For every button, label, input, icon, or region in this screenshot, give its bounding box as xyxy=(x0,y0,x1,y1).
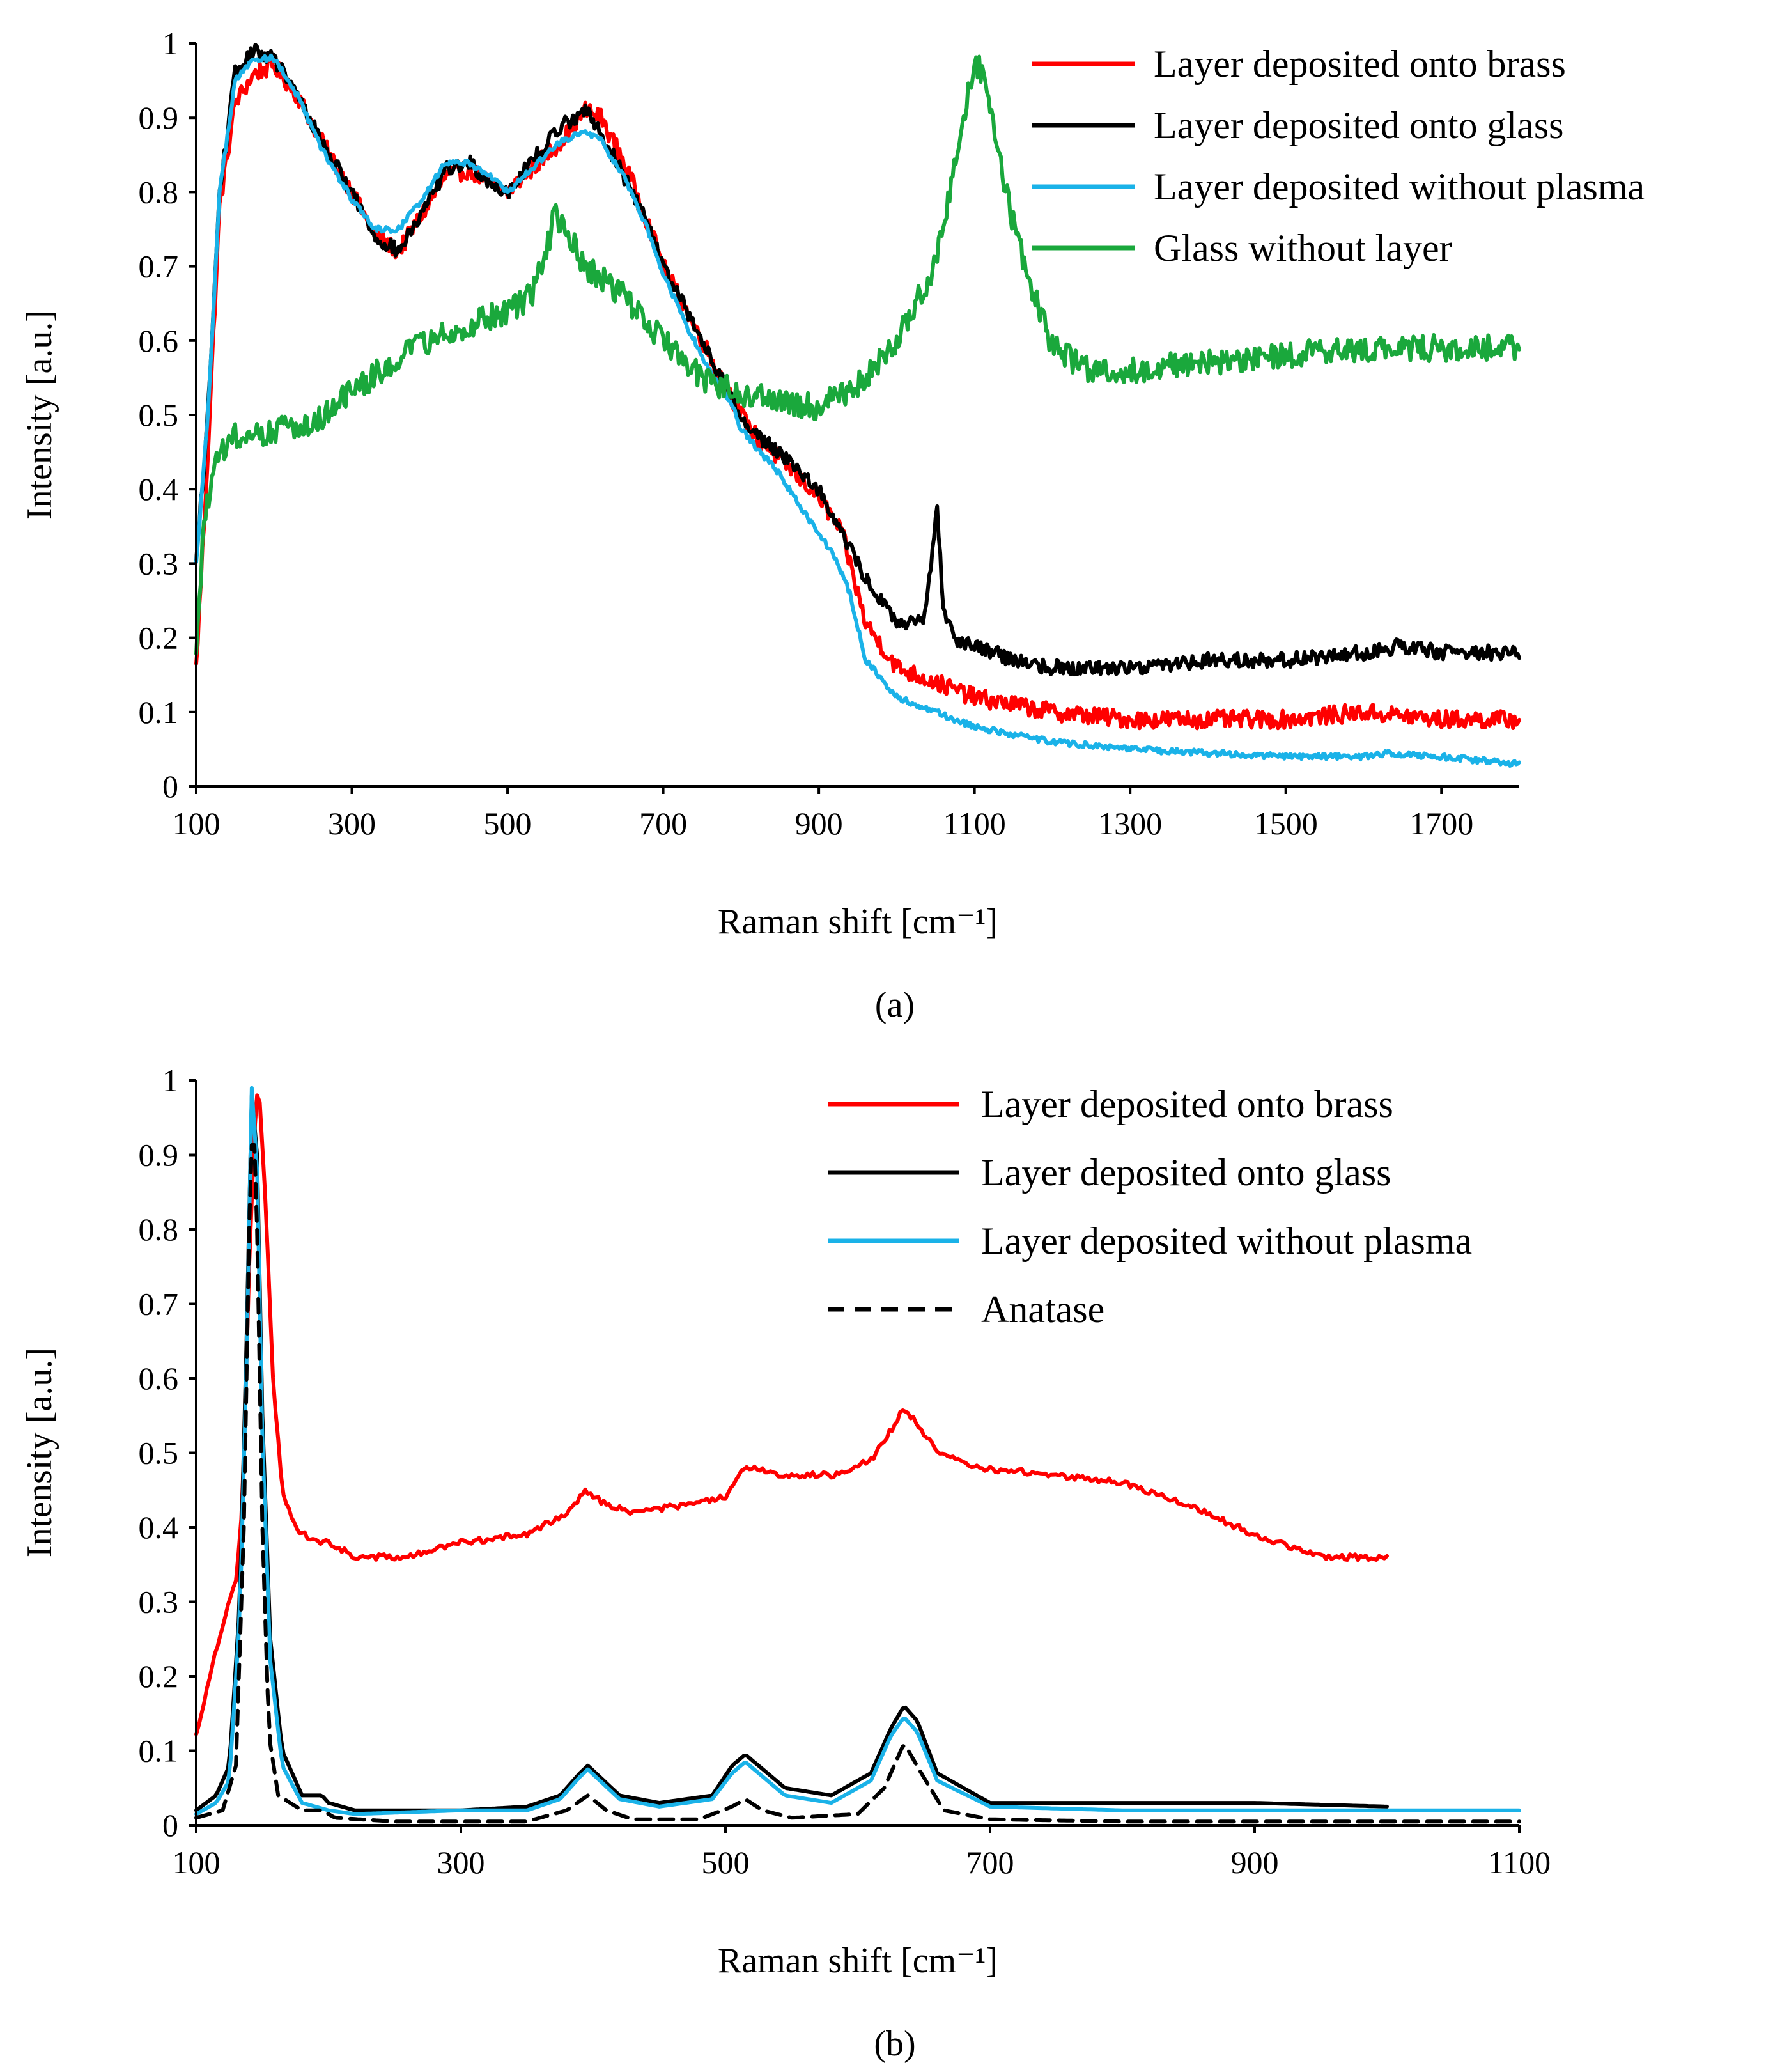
panel-a-y-axis-title: Intensity [a.u.] xyxy=(20,310,59,520)
series-line-anatase xyxy=(194,1143,1521,1824)
series-line-layer-deposited-without-plasma xyxy=(194,1086,1521,1816)
y-tick-label: 0 xyxy=(162,768,178,804)
x-tick-label: 900 xyxy=(795,806,843,841)
x-tick-label: 500 xyxy=(484,806,532,841)
y-tick-label: 0.4 xyxy=(139,471,179,507)
panel-b-legend: Layer deposited onto brass Layer deposite… xyxy=(828,1083,1472,1330)
x-tick-label: 1100 xyxy=(943,806,1006,841)
x-tick-label: 300 xyxy=(328,806,376,841)
y-tick-label: 0.6 xyxy=(139,323,179,359)
y-tick-label: 0.5 xyxy=(139,1435,179,1471)
y-tick-label: 0.1 xyxy=(139,694,179,730)
panel-b-x-axis-title: Raman shift [cm⁻¹] xyxy=(718,1941,998,1981)
y-tick-label: 0.8 xyxy=(139,1211,179,1247)
y-tick-label: 1 xyxy=(162,26,178,61)
x-tick-label: 100 xyxy=(173,806,221,841)
legend-label: Layer deposited onto glass xyxy=(981,1151,1391,1194)
panel-a-legend: Layer deposited onto brass Layer deposite… xyxy=(1032,43,1645,269)
y-tick-label: 0.5 xyxy=(139,397,179,433)
y-tick-label: 0.2 xyxy=(139,1658,179,1694)
panel-a-label: (a) xyxy=(875,985,915,1025)
legend-label: Anatase xyxy=(981,1288,1104,1330)
y-tick-label: 0.7 xyxy=(139,249,179,284)
x-tick-label: 700 xyxy=(966,1844,1014,1880)
x-tick-label: 1100 xyxy=(1488,1844,1551,1880)
y-tick-label: 0 xyxy=(162,1807,178,1843)
y-tick-label: 0.9 xyxy=(139,100,179,136)
y-tick-label: 1 xyxy=(162,1063,178,1098)
panel-a-y-ticks: 0 0.1 0.2 0.3 0.4 0.5 0.6 0.7 0.8 0.9 1 xyxy=(139,26,196,804)
y-tick-label: 0.7 xyxy=(139,1286,179,1322)
y-tick-label: 0.3 xyxy=(139,545,179,581)
x-tick-label: 1300 xyxy=(1098,806,1162,841)
legend-label: Layer deposited without plasma xyxy=(1154,166,1645,208)
legend-label: Layer deposited without plasma xyxy=(981,1220,1472,1262)
panel-a-chart: 0 0.1 0.2 0.3 0.4 0.5 0.6 0.7 0.8 0.9 1 100 300 500 7… xyxy=(20,26,1645,1025)
panel-a-series-layer xyxy=(194,43,1521,768)
x-tick-label: 300 xyxy=(437,1844,485,1880)
x-tick-label: 700 xyxy=(639,806,687,841)
legend-label: Layer deposited onto glass xyxy=(1154,104,1564,146)
panel-b-chart: 0 0.1 0.2 0.3 0.4 0.5 0.6 0.7 0.8 0.9 1 100 300 500 7… xyxy=(20,1063,1551,2064)
series-line-layer-deposited-onto-glass xyxy=(194,43,1521,677)
series-line-layer-deposited-without-plasma xyxy=(194,53,1521,768)
legend-label: Layer deposited onto brass xyxy=(981,1083,1393,1125)
y-tick-label: 0.1 xyxy=(139,1733,179,1769)
panel-a-x-ticks: 100 300 500 700 900 1100 1300 1500 1700 xyxy=(173,786,1473,841)
panel-b-series-layer xyxy=(194,1086,1521,1824)
panel-b-x-ticks: 100 300 500 700 900 1100 xyxy=(173,1825,1551,1880)
panel-b-y-ticks: 0 0.1 0.2 0.3 0.4 0.5 0.6 0.7 0.8 0.9 1 xyxy=(139,1063,196,1843)
series-line-layer-deposited-onto-brass xyxy=(194,1093,1389,1736)
y-tick-label: 0.3 xyxy=(139,1584,179,1620)
legend-label: Layer deposited onto brass xyxy=(1154,43,1566,85)
series-line-layer-deposited-onto-brass xyxy=(194,56,1521,731)
x-tick-label: 900 xyxy=(1231,1844,1279,1880)
panel-b-y-axis-title: Intensity [a.u.] xyxy=(20,1348,59,1557)
x-tick-label: 1700 xyxy=(1409,806,1473,841)
y-tick-label: 0.4 xyxy=(139,1509,179,1545)
x-tick-label: 500 xyxy=(702,1844,750,1880)
panel-a-x-axis-title: Raman shift [cm⁻¹] xyxy=(718,902,998,942)
y-tick-label: 0.9 xyxy=(139,1137,179,1173)
y-tick-label: 0.2 xyxy=(139,620,179,656)
x-tick-label: 1500 xyxy=(1254,806,1318,841)
series-line-glass-without-layer xyxy=(194,54,1521,656)
panel-b-label: (b) xyxy=(874,2024,915,2064)
series-line-layer-deposited-onto-glass xyxy=(194,1093,1389,1812)
y-tick-label: 0.6 xyxy=(139,1360,179,1396)
y-tick-label: 0.8 xyxy=(139,174,179,210)
x-tick-label: 100 xyxy=(173,1844,221,1880)
legend-label: Glass without layer xyxy=(1154,227,1452,269)
